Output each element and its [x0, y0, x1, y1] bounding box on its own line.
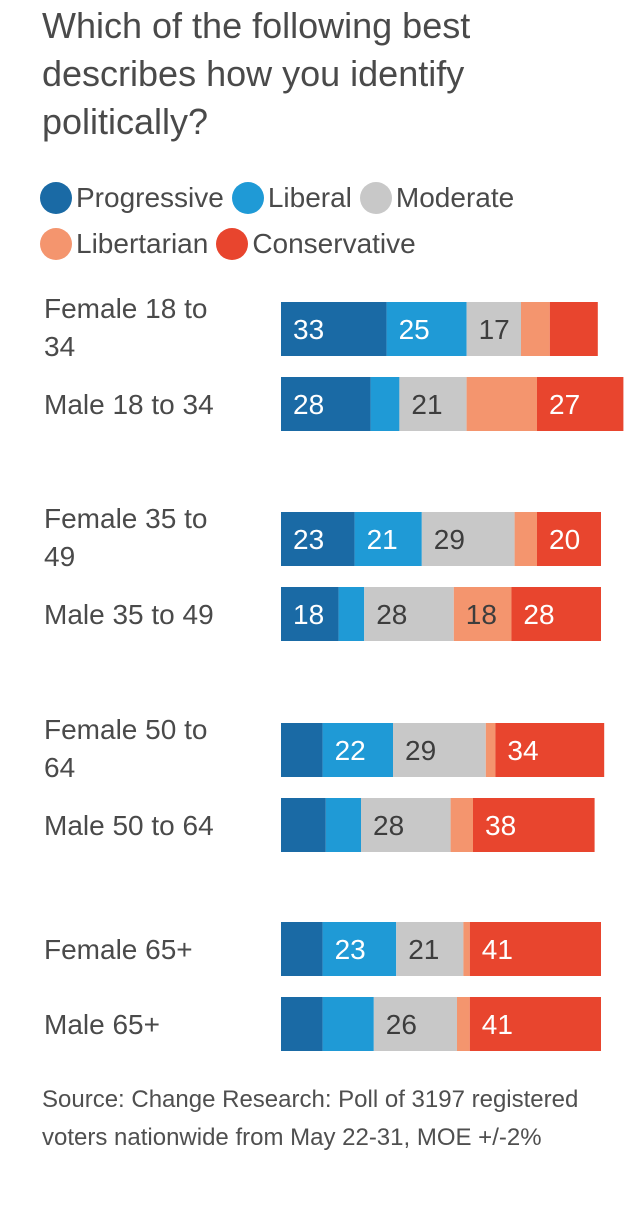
data-label-female-65plus-liberal: 23	[335, 934, 366, 965]
legend: Progressive Liberal Moderate Libertarian…	[40, 175, 640, 267]
bar-female-65plus-libertarian	[463, 922, 470, 976]
data-label-female-18-to-34-moderate: 17	[479, 314, 510, 345]
row-label-male-65plus: Male 65+	[44, 1009, 160, 1040]
data-label-male-65plus-conservative: 41	[482, 1009, 513, 1040]
data-label-male-35-to-49-libertarian: 18	[466, 599, 497, 630]
row-label-female-65plus: Female 65+	[44, 934, 193, 965]
data-label-female-18-to-34-liberal: 25	[399, 314, 430, 345]
bar-female-18-to-34-conservative	[549, 302, 598, 356]
row-label-female-35-to-49: Female 35 to 49	[44, 503, 207, 572]
bar-male-50-to-64-progressive	[281, 798, 326, 852]
data-label-male-18-to-34-progressive: 28	[293, 389, 324, 420]
bar-male-35-to-49-conservative	[511, 587, 601, 641]
bar-male-50-to-64-liberal	[325, 798, 361, 852]
bar-female-18-to-34-progressive	[281, 302, 387, 356]
legend-item-moderate: Moderate	[359, 182, 515, 214]
libertarian-swatch-icon	[40, 228, 72, 260]
bar-male-18-to-34-libertarian	[466, 377, 537, 431]
bar-female-65plus-liberal	[322, 922, 397, 976]
moderate-swatch-icon	[359, 182, 392, 214]
bar-male-35-to-49-libertarian	[453, 587, 512, 641]
bar-male-65plus-libertarian	[457, 997, 470, 1051]
bar-male-50-to-64-libertarian	[450, 798, 473, 852]
bar-female-65plus-conservative	[469, 922, 601, 976]
bar-female-35-to-49-progressive	[281, 512, 355, 566]
legend-item-libertarian: Libertarian	[40, 228, 208, 260]
data-label-female-50-to-64-conservative: 34	[507, 735, 538, 766]
bar-female-35-to-49-conservative	[537, 512, 601, 566]
row-label-male-18-to-34: Male 18 to 34	[44, 389, 214, 420]
bar-female-50-to-64-libertarian	[485, 723, 496, 777]
bar-female-50-to-64-liberal	[322, 723, 393, 777]
bar-male-18-to-34-progressive	[281, 377, 371, 431]
bar-female-35-to-49-moderate	[421, 512, 515, 566]
data-label-male-35-to-49-progressive: 18	[293, 599, 324, 630]
bar-female-50-to-64-conservative	[495, 723, 605, 777]
bar-male-65plus-moderate	[373, 997, 457, 1051]
data-label-male-35-to-49-conservative: 28	[523, 599, 554, 630]
bar-male-65plus-conservative	[469, 997, 601, 1051]
legend-item-conservative: Conservative	[216, 228, 416, 260]
chart-title: Which of the following best describes ho…	[42, 5, 471, 142]
data-label-female-35-to-49-progressive: 23	[293, 524, 324, 555]
bar-male-65plus-progressive	[281, 997, 323, 1051]
bar-female-18-to-34-libertarian	[521, 302, 550, 356]
conservative-swatch-icon	[216, 228, 249, 260]
data-label-male-18-to-34-moderate: 21	[411, 389, 442, 420]
bar-male-18-to-34-moderate	[399, 377, 467, 431]
bar-female-18-to-34-moderate	[466, 302, 521, 356]
row-label-male-35-to-49: Male 35 to 49	[44, 599, 214, 630]
data-label-female-65plus-moderate: 21	[408, 934, 439, 965]
data-label-male-65plus-moderate: 26	[386, 1009, 417, 1040]
legend-label-liberal: Liberal	[267, 182, 352, 213]
bar-female-65plus-moderate	[396, 922, 464, 976]
legend-row-2: Libertarian Conservative	[40, 221, 640, 267]
data-label-male-35-to-49-moderate: 28	[376, 599, 407, 630]
legend-item-liberal: Liberal	[231, 182, 352, 214]
row-label-male-50-to-64: Male 50 to 64	[44, 810, 214, 841]
source-note: Source: Change Research: Poll of 3197 re…	[42, 1086, 579, 1151]
data-label-female-50-to-64-liberal: 22	[335, 735, 366, 766]
data-label-female-18-to-34-progressive: 33	[293, 314, 324, 345]
data-label-male-50-to-64-moderate: 28	[373, 810, 404, 841]
bar-male-65plus-liberal	[322, 997, 374, 1051]
bar-male-50-to-64-conservative	[473, 798, 595, 852]
bar-female-18-to-34-liberal	[386, 302, 467, 356]
legend-item-progressive: Progressive	[40, 182, 224, 214]
row-label-female-18-to-34: Female 18 to 34	[44, 293, 207, 362]
data-label-female-35-to-49-moderate: 29	[434, 524, 465, 555]
legend-row-1: Progressive Liberal Moderate	[40, 175, 640, 221]
bar-male-35-to-49-liberal	[338, 587, 365, 641]
progressive-swatch-icon	[40, 182, 72, 214]
liberal-swatch-icon	[231, 182, 264, 214]
bar-male-35-to-49-progressive	[281, 587, 339, 641]
row-label-female-50-to-64: Female 50 to 64	[44, 714, 207, 783]
legend-label-progressive: Progressive	[76, 182, 224, 213]
bar-female-50-to-64-moderate	[393, 723, 486, 777]
legend-label-conservative: Conservative	[252, 228, 416, 259]
legend-label-libertarian: Libertarian	[76, 228, 209, 259]
bar-male-35-to-49-moderate	[364, 587, 454, 641]
data-label-male-50-to-64-conservative: 38	[485, 810, 516, 841]
data-label-female-50-to-64-moderate: 29	[405, 735, 436, 766]
data-label-female-35-to-49-conservative: 20	[549, 524, 580, 555]
bar-female-35-to-49-libertarian	[514, 512, 537, 566]
bar-male-50-to-64-moderate	[361, 798, 451, 852]
bar-female-50-to-64-progressive	[281, 723, 323, 777]
data-label-female-35-to-49-liberal: 21	[367, 524, 398, 555]
bar-male-18-to-34-liberal	[370, 377, 400, 431]
bar-male-18-to-34-conservative	[537, 377, 624, 431]
data-label-female-65plus-conservative: 41	[482, 934, 513, 965]
legend-label-moderate: Moderate	[395, 182, 515, 213]
bar-female-35-to-49-liberal	[354, 512, 422, 566]
bar-female-65plus-progressive	[281, 922, 323, 976]
data-label-male-18-to-34-conservative: 27	[549, 389, 580, 420]
